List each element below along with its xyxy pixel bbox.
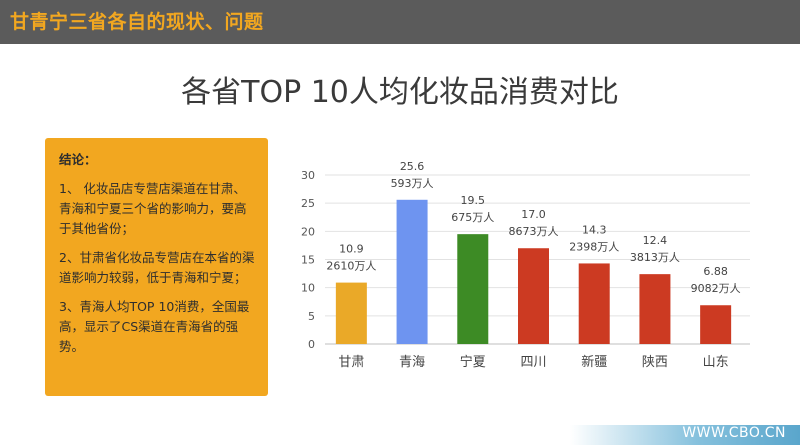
- population-label: 3813万人: [630, 251, 680, 264]
- x-tick-label: 山东: [703, 355, 729, 370]
- population-label: 2610万人: [326, 260, 376, 273]
- x-tick-label: 陕西: [642, 355, 668, 370]
- value-label: 14.3: [582, 223, 607, 236]
- conclusion-point-2: 2、甘肃省化妆品专营店在本省的渠道影响力较弱，低于青海和宁夏；: [59, 250, 255, 285]
- value-label: 17.0: [521, 208, 546, 221]
- conclusion-point-1: 1、 化妆品店专营店渠道在甘肃、青海和宁夏三个省的影响力，要高于其他省份；: [59, 181, 247, 236]
- bar-5: [578, 263, 610, 344]
- bar-1: [335, 282, 367, 344]
- site-logo: WWW.CBO.CN: [682, 425, 786, 441]
- y-tick-label: 10: [301, 282, 315, 295]
- x-tick-label: 宁夏: [460, 354, 486, 370]
- page-title: 各省TOP 10人均化妆品消费对比: [181, 75, 619, 110]
- conclusion-box: 结论： 1、 化妆品店专营店渠道在甘肃、青海和宁夏三个省的影响力，要高于其他省份…: [45, 138, 268, 396]
- x-tick-label: 新疆: [581, 354, 607, 370]
- y-tick-label: 0: [308, 338, 315, 351]
- bar-7: [700, 305, 732, 344]
- bar-3: [457, 234, 489, 344]
- population-label: 8673万人: [509, 225, 559, 238]
- y-tick-label: 25: [301, 197, 315, 210]
- x-tick-label: 青海: [399, 355, 425, 370]
- value-label: 6.88: [703, 265, 728, 278]
- y-tick-label: 5: [308, 310, 315, 323]
- conclusion-heading: 结论：: [59, 152, 97, 167]
- value-label: 25.6: [400, 160, 425, 173]
- x-tick-label: 四川: [520, 355, 546, 370]
- population-label: 9082万人: [691, 282, 741, 295]
- population-label: 675万人: [451, 211, 494, 224]
- header-title: 甘青宁三省各自的现状、问题: [10, 11, 264, 33]
- value-label: 10.9: [339, 243, 364, 256]
- footer-band: [570, 425, 800, 445]
- header-bar: 甘青宁三省各自的现状、问题: [0, 0, 800, 44]
- value-label: 12.4: [643, 234, 668, 247]
- y-tick-label: 30: [301, 169, 315, 182]
- bar-2: [396, 199, 428, 344]
- bar-4: [518, 248, 549, 344]
- population-label: 593万人: [391, 177, 434, 190]
- population-label: 2398万人: [569, 240, 619, 253]
- x-tick-label: 甘肃: [338, 355, 364, 370]
- value-label: 19.5: [461, 194, 486, 207]
- y-tick-label: 20: [301, 225, 315, 238]
- bar-6: [639, 274, 671, 344]
- conclusion-point-3: 3、青海人均TOP 10消费，全国最高，显示了CS渠道在青海省的强势。: [59, 299, 250, 354]
- y-tick-label: 15: [301, 254, 315, 267]
